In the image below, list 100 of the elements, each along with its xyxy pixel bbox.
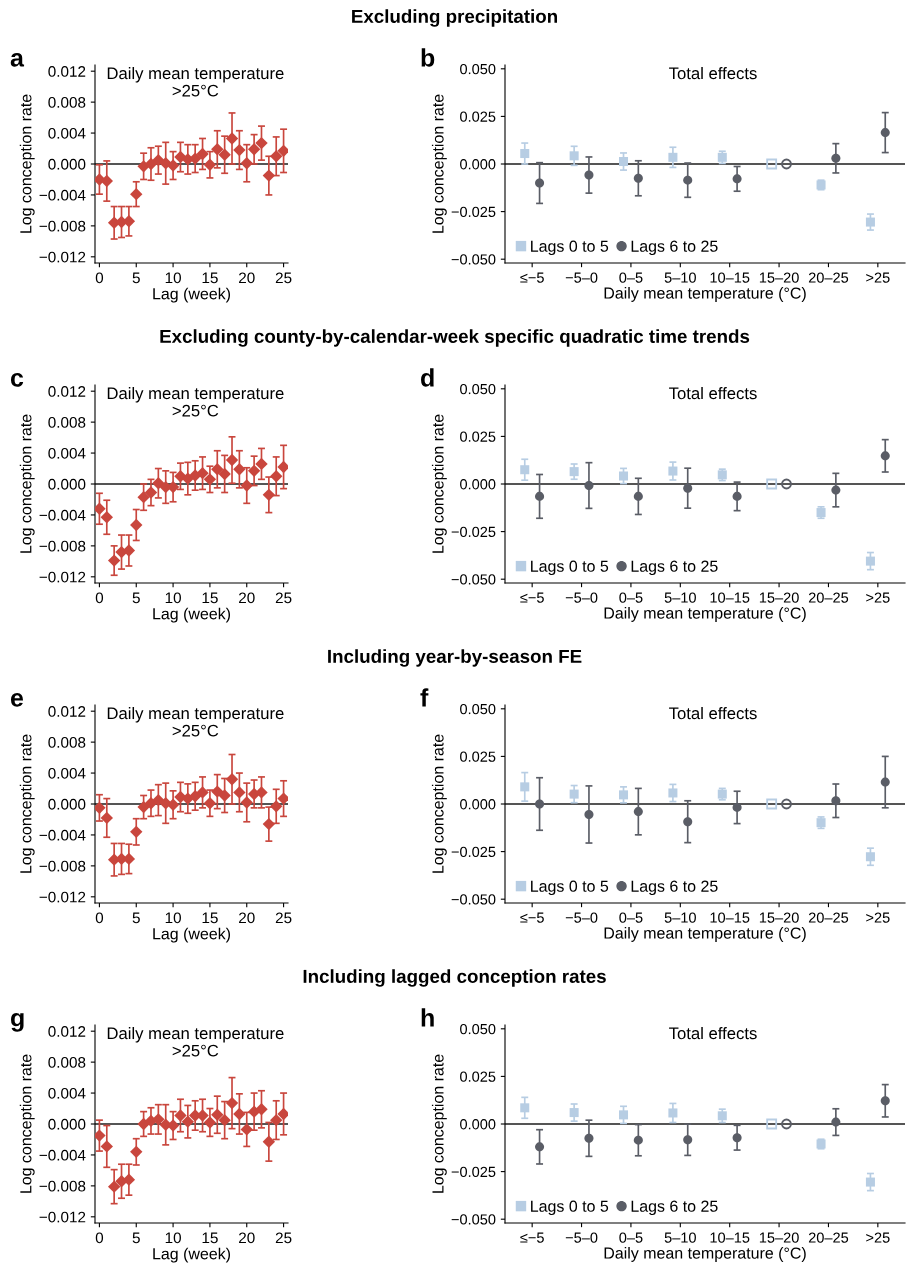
x-axis-title: Daily mean temperature (°C) <box>604 927 806 942</box>
y-tick-label: 0.004 <box>48 767 86 779</box>
chart-title: Total effects <box>669 386 757 400</box>
y-tick-label: 0.025 <box>460 1071 496 1082</box>
x-axis-title: Lag (week) <box>153 607 231 623</box>
point <box>107 554 121 567</box>
legend-label: Lags 0 to 5 <box>531 1200 609 1216</box>
x-tick-label: 10–15 <box>710 912 750 923</box>
y-tick-label: 0.000 <box>460 479 496 490</box>
point <box>211 463 224 476</box>
point <box>203 797 217 810</box>
x-tick-label: 20 <box>239 272 255 284</box>
text: a <box>10 53 25 67</box>
y-tick-label: −0.004 <box>39 509 86 521</box>
point <box>196 466 209 480</box>
x-tick-label: −5–0 <box>565 272 598 283</box>
y-tick-label: 0.008 <box>48 736 86 748</box>
x-tick-label: 25 <box>275 272 292 284</box>
point <box>255 457 268 471</box>
x-tick-label: −5–0 <box>565 592 598 603</box>
text: g <box>11 1012 24 1032</box>
x-axis-title: Daily mean temperature (°C) <box>604 1247 806 1262</box>
text: d <box>421 368 434 387</box>
legend-label: Lags 0 to 5 <box>531 240 609 256</box>
y-tick-label: 0.012 <box>48 66 86 77</box>
point <box>262 1135 276 1148</box>
x-tick-label: 25 <box>275 1232 292 1244</box>
y-tick-label: 0.025 <box>460 111 496 122</box>
y-tick-label: −0.050 <box>451 894 496 905</box>
x-tick-label: >25 <box>866 1232 890 1243</box>
y-axis-title: Log conception rate <box>431 734 447 873</box>
x-tick-label: >25 <box>866 272 890 283</box>
y-tick-label: 0.000 <box>460 159 496 170</box>
point <box>95 801 106 815</box>
text: Including lagged conception rates <box>303 969 606 987</box>
point <box>100 511 113 524</box>
point <box>225 132 239 145</box>
point <box>196 786 209 799</box>
x-tick-label: 0–5 <box>619 592 643 603</box>
x-tick-label: 5–10 <box>664 272 696 283</box>
y-tick-label: 0.000 <box>460 1119 496 1130</box>
x-tick-label: >25 <box>866 912 890 923</box>
point <box>211 143 224 156</box>
point <box>144 157 158 171</box>
x-tick-label: 20 <box>239 1232 255 1244</box>
point <box>277 1107 288 1121</box>
x-tick-label: ≤−5 <box>520 912 544 923</box>
x-tick-label: 15 <box>202 912 218 924</box>
point <box>233 143 246 157</box>
x-tick-label: 20–25 <box>808 272 849 283</box>
y-tick-label: 0.050 <box>460 1023 496 1035</box>
point <box>203 473 217 486</box>
point <box>270 470 283 483</box>
text: b <box>421 48 435 67</box>
y-tick-label: 0.000 <box>48 798 86 810</box>
point <box>137 490 150 504</box>
y-tick-label: −0.004 <box>39 829 86 841</box>
point <box>144 486 158 499</box>
y-tick-label: 0.025 <box>460 751 496 762</box>
y-tick-label: −0.012 <box>39 251 86 263</box>
y-tick-label: 0.004 <box>48 447 86 459</box>
x-axis-title: Daily mean temperature (°C) <box>604 287 806 302</box>
x-tick-label: 10–15 <box>710 592 750 603</box>
point <box>218 467 231 481</box>
point <box>247 464 261 478</box>
x-tick-label: 15–20 <box>759 1232 799 1243</box>
chart-title: Total effects <box>669 1026 757 1040</box>
y-tick-label: 0.004 <box>48 1087 86 1099</box>
legend-label: Lags 0 to 5 <box>531 880 609 896</box>
y-tick-label: −0.008 <box>39 220 86 232</box>
x-tick-label: 10 <box>165 912 181 924</box>
point <box>240 479 253 492</box>
point <box>196 147 209 161</box>
x-tick-label: 5 <box>132 272 140 284</box>
y-tick-label: −0.008 <box>39 540 86 552</box>
y-tick-label: 0.050 <box>460 383 496 395</box>
point <box>255 136 268 150</box>
text: Including year-by-season FE <box>328 649 582 667</box>
x-tick-label: 5–10 <box>664 912 696 923</box>
chart-title: Total effects <box>669 706 757 720</box>
y-tick-label: −0.025 <box>451 846 496 858</box>
point <box>203 158 217 171</box>
point <box>255 1103 268 1116</box>
legend-label: Lags 6 to 25 <box>631 1200 718 1216</box>
point <box>122 1173 136 1186</box>
point <box>95 1129 106 1142</box>
point <box>225 773 239 786</box>
y-tick-label: −0.025 <box>451 1166 496 1178</box>
text: Daily mean temperature >25°C <box>107 66 284 97</box>
y-tick-label: −0.004 <box>39 1149 86 1161</box>
x-tick-label: −5–0 <box>565 1232 598 1243</box>
y-tick-label: −0.004 <box>39 189 86 201</box>
point <box>233 786 246 799</box>
text: Daily mean temperature >25°C <box>107 1026 284 1057</box>
point <box>95 502 106 515</box>
point <box>130 1145 143 1159</box>
x-axis-title: Daily mean temperature (°C) <box>604 607 806 622</box>
x-tick-label: 5–10 <box>664 592 696 603</box>
point <box>166 159 180 172</box>
y-tick-label: 0.008 <box>48 416 86 428</box>
